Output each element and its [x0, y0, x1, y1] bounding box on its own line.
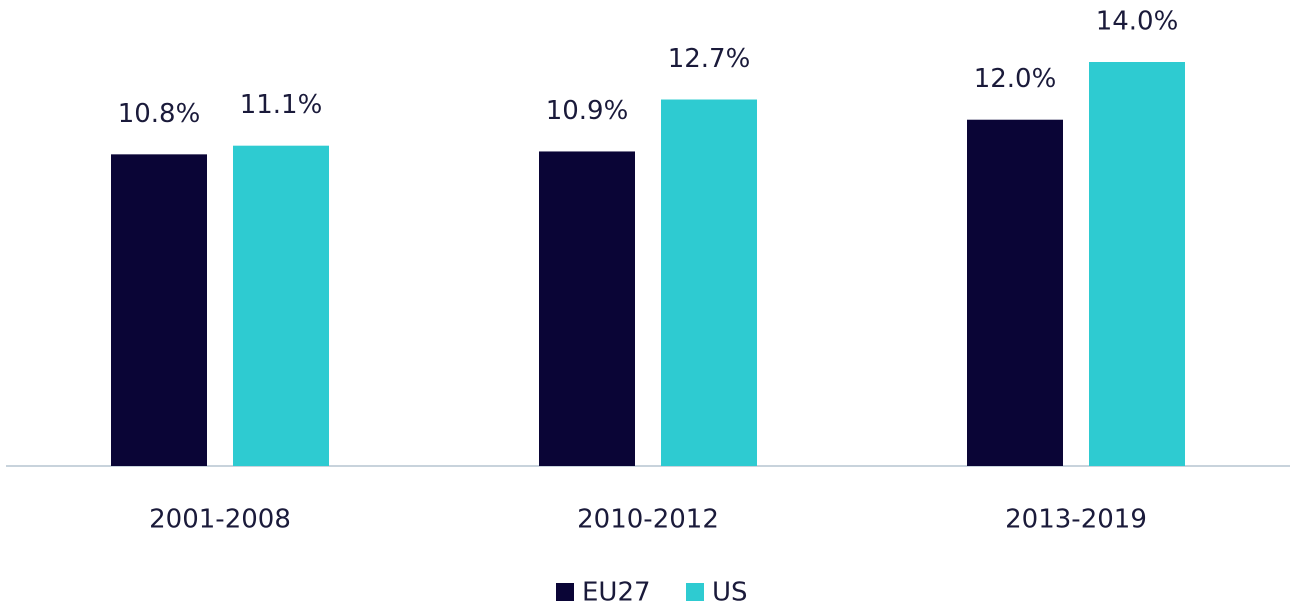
- legend-label: EU27: [582, 578, 651, 607]
- value-label: 12.0%: [974, 64, 1057, 94]
- x-tick-label: 2010-2012: [577, 505, 719, 535]
- bar: [1089, 62, 1185, 466]
- value-label: 11.1%: [240, 90, 323, 120]
- value-label: 10.8%: [118, 99, 201, 129]
- legend-swatch: [686, 583, 704, 601]
- bar: [661, 99, 757, 466]
- legend-swatch: [556, 583, 574, 601]
- bar: [967, 119, 1063, 466]
- x-tick-label: 2013-2019: [1005, 505, 1147, 535]
- value-label: 10.9%: [546, 96, 629, 126]
- bar: [111, 154, 207, 467]
- legend-label: US: [712, 578, 748, 607]
- bar: [233, 145, 329, 466]
- x-tick-label: 2001-2008: [149, 505, 291, 535]
- value-label: 14.0%: [1096, 7, 1179, 37]
- bar: [539, 151, 635, 466]
- value-label: 12.7%: [668, 44, 751, 74]
